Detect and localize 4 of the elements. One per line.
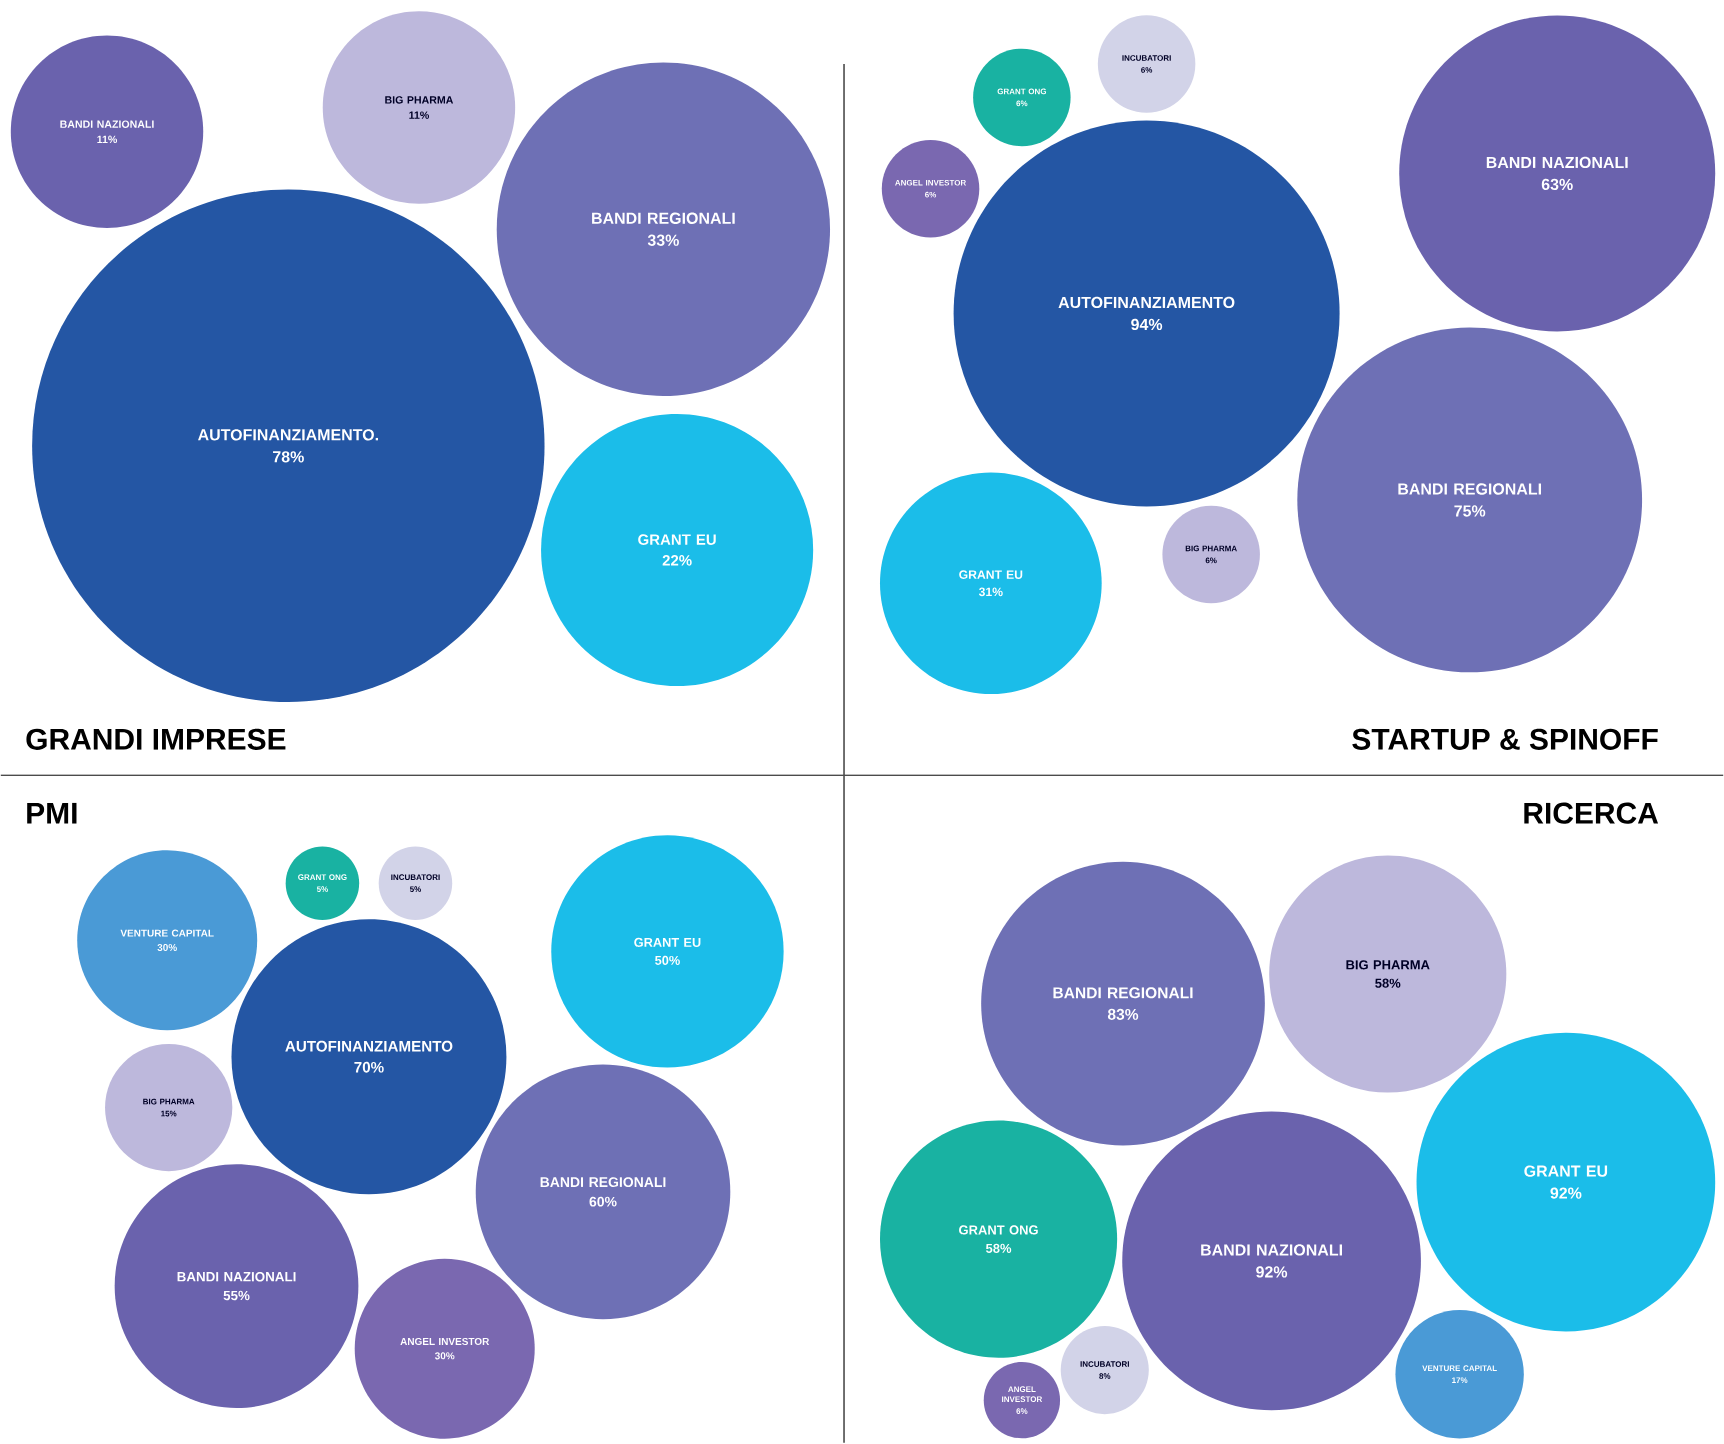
text: STARTUP & SPINOFF: [1352, 728, 1658, 751]
text: GRANDI IMPRESE: [26, 728, 286, 751]
text: PMI: [27, 803, 77, 824]
text: RICERCA: [1524, 802, 1659, 825]
